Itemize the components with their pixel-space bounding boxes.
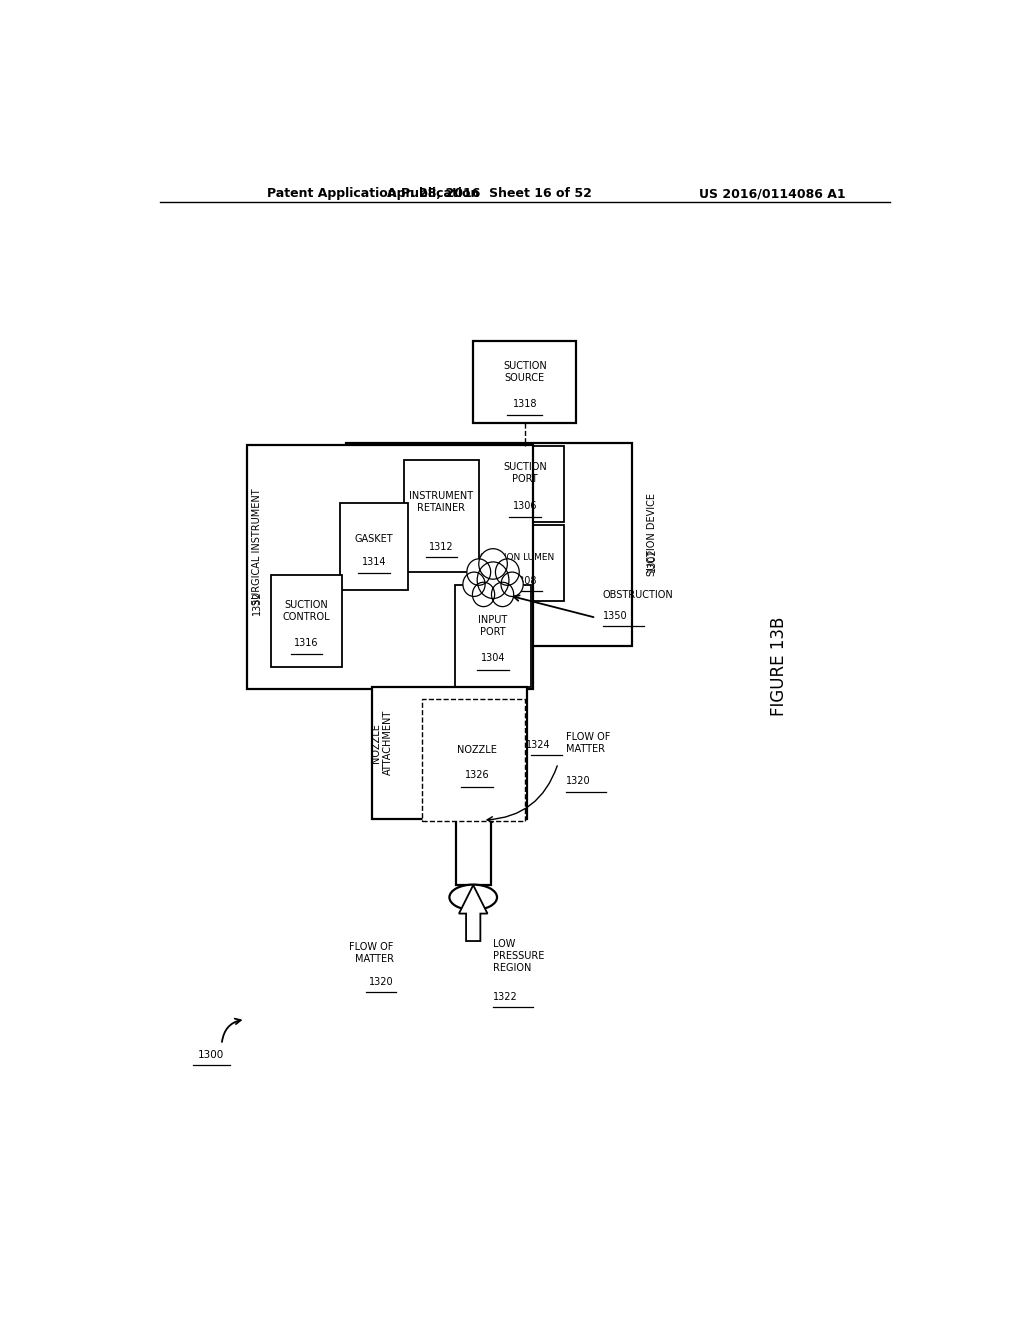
Text: FLOW OF
MATTER: FLOW OF MATTER [566, 731, 610, 754]
Text: 1320: 1320 [566, 776, 591, 787]
Text: 1318: 1318 [513, 400, 537, 409]
Ellipse shape [450, 884, 497, 909]
Text: INSTRUMENT
RETAINER: INSTRUMENT RETAINER [410, 491, 473, 513]
Text: GASKET: GASKET [354, 533, 393, 544]
Ellipse shape [479, 549, 507, 579]
Text: OBSTRUCTION: OBSTRUCTION [602, 590, 674, 601]
Polygon shape [459, 886, 487, 941]
Text: SUCTION
PORT: SUCTION PORT [503, 462, 547, 484]
Text: 1302: 1302 [647, 548, 656, 572]
Ellipse shape [496, 558, 519, 585]
Text: 1326: 1326 [465, 771, 489, 780]
Text: 1322: 1322 [494, 991, 518, 1002]
Ellipse shape [492, 582, 514, 607]
Text: 1304: 1304 [481, 653, 505, 664]
Ellipse shape [477, 562, 509, 598]
Text: 1324: 1324 [526, 741, 551, 750]
Text: Apr. 28, 2016  Sheet 16 of 52: Apr. 28, 2016 Sheet 16 of 52 [387, 187, 592, 201]
Bar [473, 342, 577, 422]
Bar [456, 585, 530, 686]
Text: 1316: 1316 [294, 639, 318, 648]
Text: 1332: 1332 [252, 590, 262, 615]
Text: Patent Application Publication: Patent Application Publication [267, 187, 479, 201]
Bar [346, 444, 632, 647]
Ellipse shape [463, 572, 485, 597]
Text: 1300: 1300 [199, 1049, 224, 1060]
Ellipse shape [467, 558, 490, 585]
Text: SUCTION DEVICE: SUCTION DEVICE [647, 492, 656, 576]
Text: 1312: 1312 [429, 541, 454, 552]
Bar [403, 461, 479, 572]
Text: SUCTION LUMEN: SUCTION LUMEN [479, 553, 554, 562]
Text: SUCTION
SOURCE: SUCTION SOURCE [503, 360, 547, 383]
Bar [422, 700, 524, 821]
Text: 1306: 1306 [513, 502, 537, 511]
Text: 1350: 1350 [602, 611, 627, 620]
Text: FLOW OF
MATTER: FLOW OF MATTER [349, 942, 394, 964]
Text: 1308: 1308 [513, 577, 537, 586]
Bar [270, 576, 342, 667]
Text: US 2016/0114086 A1: US 2016/0114086 A1 [699, 187, 846, 201]
Bar [485, 525, 564, 601]
Text: SURGICAL INSTRUMENT: SURGICAL INSTRUMENT [252, 488, 262, 605]
Text: NOZZLE: NOZZLE [458, 744, 497, 755]
Text: NOZZLE
ATTACHMENT: NOZZLE ATTACHMENT [372, 710, 393, 775]
Text: LOW
PRESSURE
REGION: LOW PRESSURE REGION [494, 940, 545, 973]
Text: SUCTION
CONTROL: SUCTION CONTROL [283, 599, 331, 622]
Ellipse shape [501, 572, 523, 597]
Bar [485, 446, 564, 521]
Text: 1320: 1320 [370, 977, 394, 986]
Text: INPUT
PORT: INPUT PORT [478, 615, 508, 638]
Text: 1314: 1314 [361, 557, 386, 566]
Bar [456, 818, 490, 886]
Text: FIGURE 13B: FIGURE 13B [770, 616, 787, 717]
Bar [372, 686, 526, 818]
Bar [247, 445, 532, 689]
Bar [340, 503, 408, 590]
Ellipse shape [472, 582, 495, 607]
